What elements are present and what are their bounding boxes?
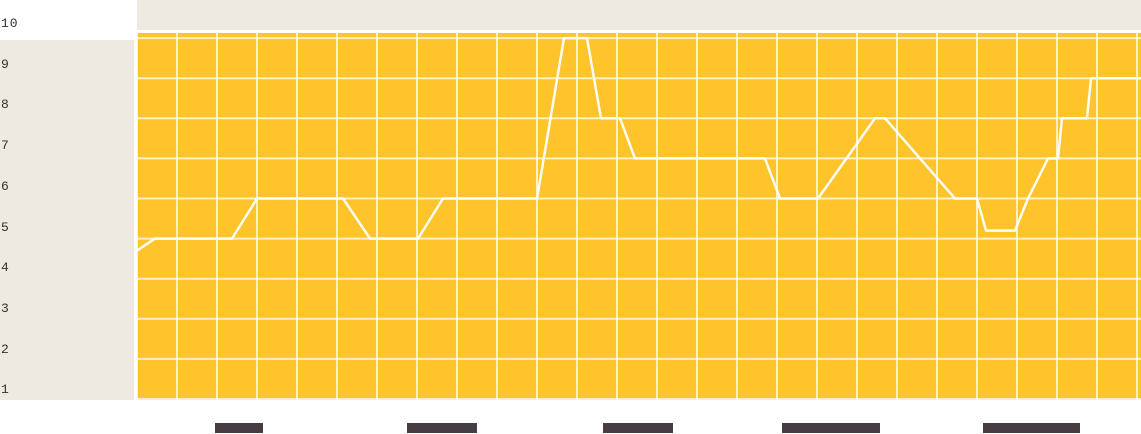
y-axis-tick-label: 5 (1, 219, 10, 235)
top-margin-strip (137, 0, 1141, 30)
y-axis-tick-label: 8 (1, 97, 10, 113)
x-tick-label-redacted-bar (983, 423, 1080, 433)
plot-svg (137, 33, 1141, 400)
x-tick-label-redacted-bar (407, 423, 477, 433)
x-tick-label-redacted-bar (782, 423, 880, 433)
y-axis-tick-label: 2 (1, 341, 10, 357)
y-axis-tick-label: 1 (1, 382, 10, 398)
y-axis-tick-label: 9 (1, 56, 10, 72)
x-axis-strip (0, 400, 1141, 434)
plot-area (137, 33, 1141, 400)
y-axis-tick-label: 4 (1, 260, 10, 276)
y-axis-labels: 10 9 8 7 6 5 4 3 2 1 (0, 0, 137, 434)
y-axis-tick-label: 10 (1, 16, 19, 31)
y-axis-corner (0, 0, 137, 40)
y-axis-tick-label: 7 (1, 138, 10, 154)
y-axis-tick-label: 6 (1, 178, 10, 194)
y-axis-tick-label: 3 (1, 300, 10, 316)
x-tick-label-redacted-bar (603, 423, 673, 433)
y-axis-rail (0, 40, 134, 400)
x-tick-label-redacted-bar (215, 423, 263, 433)
